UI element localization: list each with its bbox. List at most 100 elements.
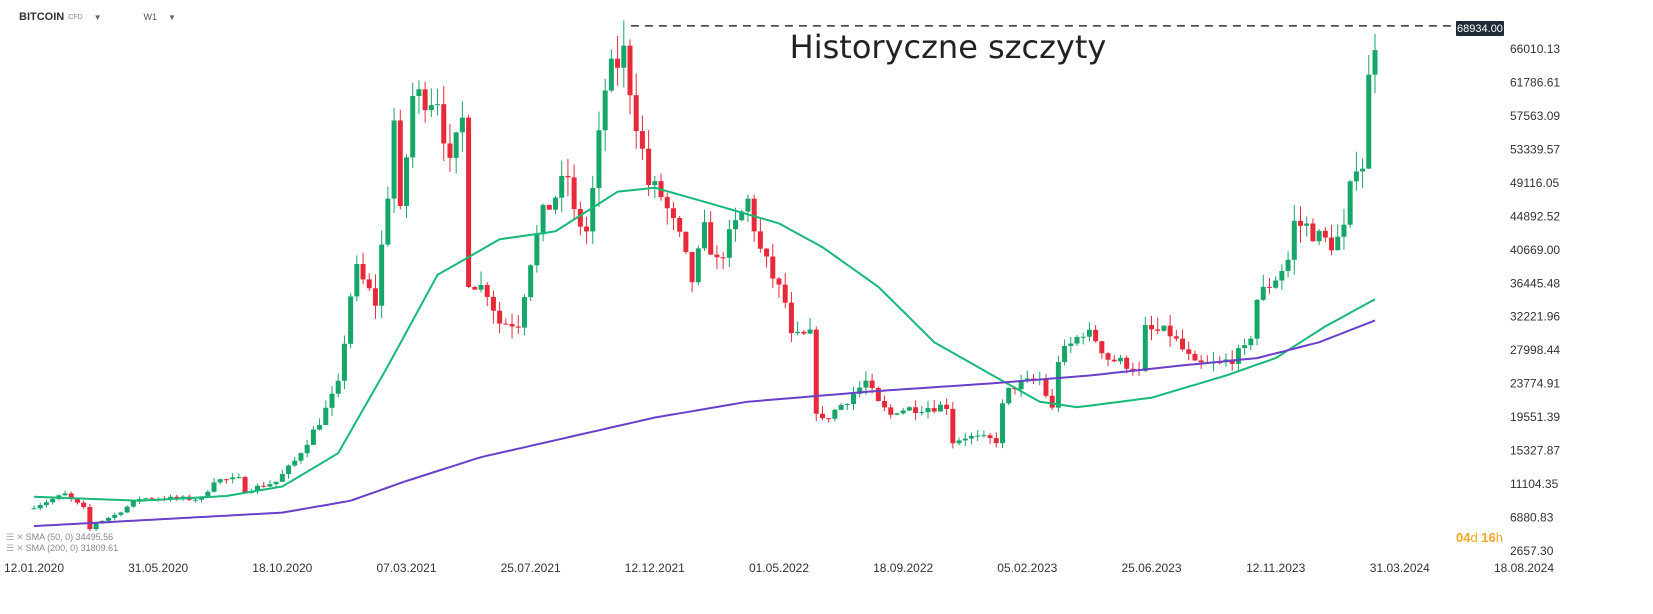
- candle-body: [1254, 299, 1260, 339]
- candle-body: [571, 177, 577, 210]
- candle-body: [81, 502, 87, 508]
- candle-body: [1062, 345, 1068, 363]
- candle-body: [93, 523, 99, 530]
- candle-body: [528, 265, 534, 298]
- candle-body: [149, 498, 155, 500]
- candle-body: [925, 408, 931, 413]
- candle-body: [1360, 168, 1366, 172]
- candle-body: [919, 412, 925, 414]
- candle-body: [1018, 380, 1024, 390]
- candle-body: [310, 429, 316, 445]
- candle-body: [826, 418, 832, 420]
- x-tick-label: 12.11.2023: [1246, 561, 1305, 575]
- symbol-selector[interactable]: BITCOIN CFD ▼: [0, 11, 102, 23]
- candle-body: [664, 197, 670, 209]
- candle-body: [255, 485, 260, 492]
- candle-body: [1093, 329, 1099, 342]
- candle-body: [1105, 353, 1111, 360]
- settings-icon[interactable]: ☰: [6, 532, 15, 542]
- candle-body: [1124, 357, 1130, 369]
- close-icon[interactable]: ✕: [16, 543, 24, 553]
- candle-body: [1260, 286, 1266, 300]
- candle-body: [975, 435, 981, 437]
- candle-body: [286, 465, 292, 475]
- candle-body: [863, 380, 869, 388]
- timeframe-chevron-down-icon[interactable]: ▼: [168, 12, 176, 22]
- settings-icon[interactable]: ☰: [6, 543, 15, 553]
- candle-body: [422, 89, 428, 111]
- candle-body: [428, 105, 434, 111]
- candle-body: [726, 229, 732, 258]
- candle-body: [962, 438, 968, 441]
- y-tick-label: 23774.91: [1510, 377, 1560, 391]
- x-axis: 12.01.2020 31.05.2020 18.10.2020 07.03.2021…: [4, 561, 1554, 575]
- candle-body: [323, 407, 329, 426]
- symbol-name: BITCOIN: [19, 11, 65, 23]
- candle-body: [372, 288, 378, 306]
- close-icon[interactable]: ✕: [16, 532, 24, 542]
- candle-body: [410, 96, 416, 158]
- y-tick-label: 32221.96: [1510, 310, 1560, 324]
- candle-body: [888, 407, 894, 415]
- timeframe-selector[interactable]: W1 ▼: [102, 12, 176, 22]
- candle-body: [118, 512, 124, 515]
- candle-body: [130, 500, 136, 507]
- candle-body: [1006, 387, 1012, 404]
- candle-body: [745, 198, 751, 212]
- y-tick-label: 15327.87: [1510, 444, 1560, 458]
- candle-body: [1316, 230, 1322, 242]
- candle-body: [751, 198, 757, 232]
- candle-body: [565, 175, 571, 178]
- symbol-chevron-down-icon[interactable]: ▼: [93, 12, 102, 22]
- candle-body: [590, 187, 596, 232]
- candle-body: [838, 405, 844, 410]
- y-tick-label: 53339.57: [1510, 142, 1560, 156]
- x-tick-label: 12.01.2020: [4, 561, 64, 575]
- x-tick-label: 07.03.2021: [376, 561, 436, 575]
- candle-body: [236, 477, 242, 479]
- legend-row-sma200: ☰ ✕ SMA (200, 0) 31809.61: [6, 543, 118, 554]
- candle-body: [112, 514, 118, 518]
- candle-body: [385, 198, 391, 245]
- candle-body: [937, 404, 943, 412]
- candle-body: [584, 226, 590, 232]
- candle-body: [1086, 329, 1092, 337]
- countdown-days-unit: d: [1470, 530, 1478, 545]
- candle-body: [43, 502, 49, 506]
- candle-body: [360, 263, 366, 280]
- candle-body: [366, 279, 372, 289]
- candle-body: [1285, 259, 1291, 271]
- candle-body: [596, 130, 602, 188]
- y-tick-label: 49116.05: [1510, 176, 1559, 190]
- chart-toolbar: BITCOIN CFD ▼ W1 ▼: [0, 0, 1653, 34]
- candle-body: [708, 222, 714, 255]
- candle-body: [472, 287, 478, 290]
- candle-body: [1341, 224, 1347, 237]
- candle-body: [993, 438, 999, 444]
- candle-body: [1310, 223, 1316, 242]
- candle-body: [478, 284, 484, 290]
- candle-body: [68, 493, 74, 499]
- candle-body: [553, 197, 558, 210]
- candle-body: [875, 388, 881, 402]
- candle-body: [435, 104, 441, 106]
- y-tick-label: 36445.48: [1510, 276, 1560, 290]
- y-tick-label: 40669.00: [1510, 243, 1560, 257]
- candle-body: [913, 407, 919, 414]
- candle-body: [906, 407, 912, 411]
- candle-body: [1111, 359, 1117, 362]
- candle-body: [702, 222, 707, 249]
- candle-body: [764, 248, 770, 257]
- candle-body: [987, 435, 993, 439]
- candle-body: [447, 143, 453, 158]
- price-tag-box: [1456, 21, 1504, 36]
- candle-body: [217, 479, 223, 483]
- candle-body: [882, 401, 888, 408]
- y-axis: 66010.13 61786.61 57563.09 53339.57 49116.05…: [1510, 42, 1560, 558]
- countdown-days: 04: [1455, 530, 1471, 545]
- candle-body: [304, 444, 310, 454]
- candle-body: [1229, 359, 1235, 364]
- candle-body: [608, 58, 614, 91]
- candle-body: [1248, 338, 1254, 346]
